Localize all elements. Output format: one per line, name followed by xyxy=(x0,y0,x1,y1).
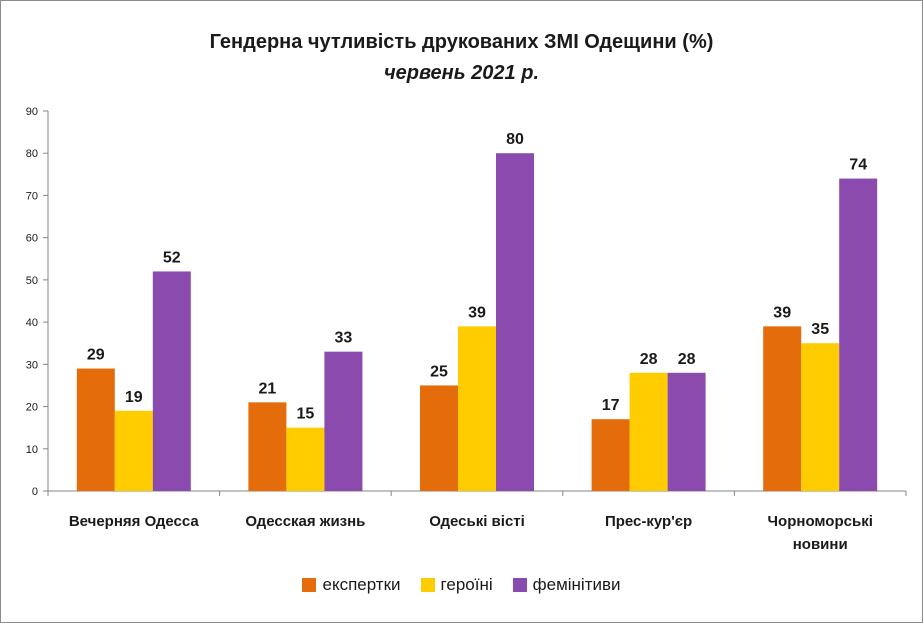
legend-label: експертки xyxy=(322,575,401,594)
legend-swatch xyxy=(512,578,527,592)
data-label: 28 xyxy=(640,351,658,368)
y-tick-label: 0 xyxy=(32,486,38,498)
y-tick-label: 80 xyxy=(26,148,38,160)
bar xyxy=(114,410,153,491)
bar xyxy=(629,372,668,491)
data-label: 25 xyxy=(430,363,448,380)
legend-swatch xyxy=(302,578,317,592)
y-tick-label: 90 xyxy=(26,106,38,118)
x-tick-label: Вечерняя Одесса xyxy=(69,513,200,530)
data-label: 28 xyxy=(678,351,696,368)
data-label: 52 xyxy=(163,249,181,266)
chart-title: Гендерна чутливість друкованих ЗМІ Одещи… xyxy=(209,31,714,53)
bar xyxy=(667,372,706,491)
data-label: 15 xyxy=(297,406,315,423)
bar xyxy=(458,326,496,491)
data-label: 39 xyxy=(773,304,791,321)
legend-item-feminityvy: фемінітиви xyxy=(512,575,621,595)
x-tick-label: новини xyxy=(793,536,848,553)
legend-label: фемінітиви xyxy=(532,575,621,594)
x-tick-label: Чорноморські xyxy=(768,513,873,530)
y-tick-label: 30 xyxy=(26,359,38,371)
y-tick-label: 10 xyxy=(26,444,38,456)
y-tick-label: 20 xyxy=(26,402,38,414)
bar xyxy=(286,427,325,491)
data-label: 80 xyxy=(506,131,524,148)
bar xyxy=(248,402,287,491)
data-label: 21 xyxy=(259,380,277,397)
bar xyxy=(152,271,191,491)
bar xyxy=(591,419,630,491)
bar xyxy=(763,326,802,491)
data-label: 19 xyxy=(125,389,143,406)
data-label: 74 xyxy=(849,157,867,174)
y-tick-label: 60 xyxy=(26,233,38,245)
legend-item-heroini: героїні xyxy=(420,575,493,595)
bar xyxy=(496,153,534,491)
bar xyxy=(801,343,840,491)
data-label: 39 xyxy=(468,304,486,321)
x-tick-label: Прес-кур'єр xyxy=(605,513,692,530)
y-tick-label: 40 xyxy=(26,317,38,329)
legend-item-ekspertky: експертки xyxy=(302,575,401,595)
chart-legend: експертки героїні фемінітиви xyxy=(0,575,923,595)
data-label: 35 xyxy=(811,321,829,338)
data-label: 29 xyxy=(87,347,105,364)
data-label: 17 xyxy=(602,397,620,414)
bar xyxy=(76,368,115,491)
x-tick-label: Одеські вісті xyxy=(429,513,525,530)
chart-subtitle: червень 2021 р. xyxy=(383,62,540,84)
y-tick-label: 50 xyxy=(26,275,38,287)
data-label: 33 xyxy=(335,330,353,347)
y-tick-label: 70 xyxy=(26,190,38,202)
bar xyxy=(324,351,363,491)
legend-swatch xyxy=(420,578,435,592)
x-tick-label: Одесская жизнь xyxy=(245,513,365,530)
legend-label: героїні xyxy=(440,575,493,594)
bar xyxy=(420,385,458,491)
bar xyxy=(839,178,878,492)
